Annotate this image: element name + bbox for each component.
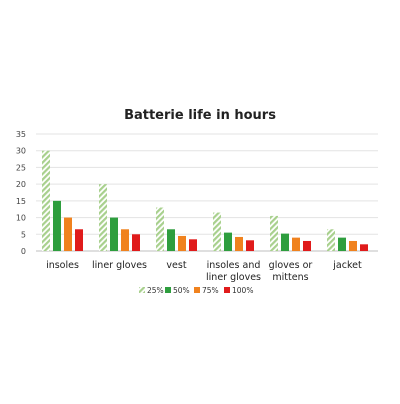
y-tick-label: 0 [21, 247, 26, 256]
chart-title: Batterie life in hours [124, 108, 276, 123]
bar-100pct [303, 240, 311, 251]
bar-75pct [349, 240, 357, 251]
x-tick-label: insoles and [207, 260, 261, 271]
bar-25pct [156, 207, 164, 251]
y-tick-label: 10 [16, 214, 26, 223]
bar-25pct [327, 229, 335, 251]
bar-50pct [110, 217, 118, 251]
y-tick-label: 5 [21, 230, 26, 239]
gridlines [36, 133, 378, 252]
bar-75pct [178, 235, 186, 251]
bar-75pct [64, 217, 72, 251]
x-tick-label: insoles [46, 260, 79, 271]
bar-25pct [270, 215, 278, 251]
x-tick-label: liner gloves [206, 272, 261, 283]
x-axis-labels: insoles liner gloves vest insoles andliner … [46, 260, 362, 283]
bar-50pct [281, 233, 289, 251]
x-tick-label: jacket [332, 260, 362, 271]
legend-label: 100% [232, 286, 253, 295]
y-tick-label: 30 [16, 147, 26, 156]
bar-75pct [292, 237, 300, 251]
x-tick-label: mittens [272, 272, 308, 283]
bar-50pct [167, 229, 175, 251]
x-tick-label: vest [166, 260, 186, 271]
bar-100pct [246, 240, 254, 251]
bar-75pct [121, 229, 129, 251]
bar-100pct [360, 244, 368, 251]
bar-75pct [235, 236, 243, 251]
legend-swatch [139, 287, 145, 293]
bar-50pct [53, 200, 61, 251]
bar-50pct [338, 237, 346, 251]
bar-25pct [99, 184, 107, 251]
y-tick-label: 15 [16, 197, 26, 206]
legend-swatch [165, 287, 171, 293]
bar-100pct [189, 239, 197, 251]
bar-50pct [224, 232, 232, 251]
legend-label: 25% [147, 286, 164, 295]
bars [42, 150, 368, 251]
x-tick-label: gloves or [269, 260, 313, 271]
legend: 25% 50% 75% 100% [139, 286, 253, 295]
bar-100pct [75, 229, 83, 251]
bar-25pct [42, 150, 50, 251]
y-tick-label: 25 [16, 163, 26, 172]
legend-swatch [194, 287, 200, 293]
bar-100pct [132, 234, 140, 251]
y-tick-label: 20 [16, 180, 26, 189]
legend-label: 50% [173, 286, 190, 295]
bar-25pct [213, 212, 221, 251]
y-axis-ticks: 0 5 10 15 20 25 30 35 [16, 130, 26, 256]
y-tick-label: 35 [16, 130, 26, 139]
legend-swatch [224, 287, 230, 293]
legend-label: 75% [202, 286, 219, 295]
x-tick-label: liner gloves [92, 260, 147, 271]
